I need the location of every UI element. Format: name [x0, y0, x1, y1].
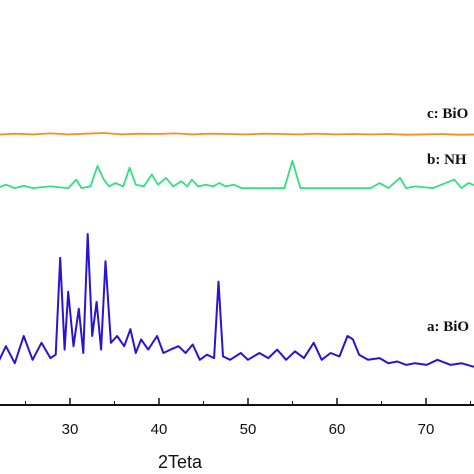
x-tick-label: 60: [329, 421, 346, 438]
x-axis: 30 40 50 60 70 2Teta: [0, 398, 474, 472]
series-group: [0, 132, 474, 368]
x-tick-label: 30: [62, 421, 79, 438]
x-ticks: [25, 398, 471, 405]
x-tick-label: 40: [151, 421, 168, 438]
x-tick-label: 70: [418, 421, 435, 438]
series-line-b: [0, 159, 474, 190]
x-axis-title: 2Teta: [158, 452, 203, 472]
series-label-a: a: BiO: [427, 319, 469, 335]
x-tick-label: 50: [240, 421, 257, 438]
series-line-c: [0, 132, 474, 136]
series-label-b: b: NH: [427, 152, 467, 168]
series-label-c: c: BiO: [427, 106, 468, 122]
series-line-a: [0, 233, 474, 368]
